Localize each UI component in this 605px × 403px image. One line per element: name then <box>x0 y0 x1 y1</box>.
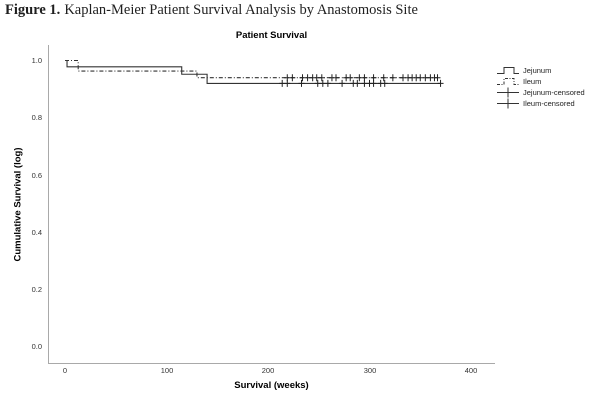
x-axis-label: Survival (weeks) <box>234 380 309 391</box>
legend-censor-plus-icon <box>497 87 519 98</box>
y-tick-0_4: 0.4 <box>31 228 42 237</box>
y-tick-0_6: 0.6 <box>31 171 42 180</box>
legend-row-ileum: Ileum <box>496 76 585 87</box>
axis-frame <box>48 45 495 364</box>
y-tick-1_0: 1.0 <box>31 56 42 65</box>
legend: Jejunum Ileum Jejunum-censored Ileum-cen… <box>496 65 585 109</box>
chart-title: Patient Survival <box>235 30 308 41</box>
legend-label: Jejunum-censored <box>523 88 585 97</box>
legend-censor-plus-icon <box>497 98 519 109</box>
legend-label: Ileum-censored <box>523 99 575 108</box>
legend-row-jejunum-censored: Jejunum-censored <box>496 87 585 98</box>
figure-caption-label: Figure 1. <box>5 2 61 18</box>
y-tick-0_0: 0.0 <box>31 342 42 351</box>
legend-step-solid-icon <box>497 67 519 74</box>
legend-label: Ileum <box>523 77 542 86</box>
censor-marks-ileum-censored <box>284 74 441 82</box>
km-curve-ileum <box>65 59 438 79</box>
figure-caption: Figure 1. Kaplan-Meier Patient Survival A… <box>5 2 601 19</box>
censor-marks-jejunum-censored <box>279 79 444 87</box>
figure-caption-text: Kaplan-Meier Patient Survival Analysis b… <box>64 2 418 18</box>
x-tick-400: 400 <box>464 366 478 375</box>
legend-row-jejunum: Jejunum <box>496 65 585 76</box>
x-tick-200: 200 <box>261 366 275 375</box>
legend-row-ileum-censored: Ileum-censored <box>496 98 585 109</box>
legend-step-dashed-icon <box>497 78 519 85</box>
legend-label: Jejunum <box>523 66 552 75</box>
x-tick-100: 100 <box>160 366 174 375</box>
y-tick-0_2: 0.2 <box>31 285 42 294</box>
x-tick-0: 0 <box>62 366 68 375</box>
x-tick-300: 300 <box>363 366 377 375</box>
km-curve-jejunum <box>65 59 441 84</box>
y-tick-0_8: 0.8 <box>31 113 42 122</box>
